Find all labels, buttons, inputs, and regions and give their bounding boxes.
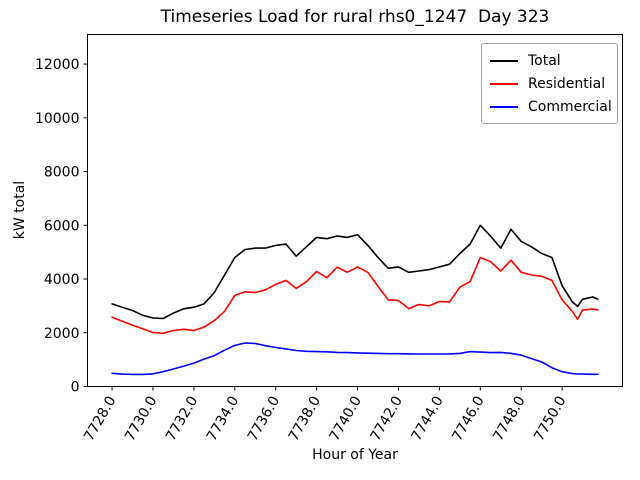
legend: Total Residential Commercial — [481, 43, 618, 124]
legend-line-commercial — [490, 105, 518, 108]
x-tick-label: 7728.0 — [81, 394, 119, 444]
y-tick-label: 8000 — [44, 165, 80, 181]
x-axis-label: Hour of Year — [312, 447, 398, 463]
legend-line-total — [490, 59, 518, 62]
legend-line-residential — [490, 82, 518, 85]
legend-item-commercial: Commercial — [490, 95, 612, 118]
x-tick-label: 7740.0 — [327, 394, 365, 444]
series-line-residential — [111, 256, 599, 335]
x-tick-label: 7730.0 — [122, 394, 160, 444]
x-tick-label: 7732.0 — [163, 394, 201, 444]
legend-item-total: Total — [490, 49, 610, 72]
legend-label-total: Total — [528, 52, 561, 69]
series-line-total — [111, 224, 599, 320]
legend-item-residential: Residential — [490, 72, 610, 95]
x-tick-label: 7750.0 — [531, 394, 569, 444]
x-tick-label: 7744.0 — [409, 394, 447, 444]
x-tick-label: 7746.0 — [449, 393, 487, 443]
legend-label-commercial: Commercial — [528, 98, 612, 115]
series-line-commercial — [111, 342, 599, 376]
y-tick-label: 12000 — [35, 57, 80, 73]
axes-spines — [87, 34, 623, 387]
x-tick-label: 7748.0 — [490, 394, 528, 444]
chart-title: Timeseries Load for rural rhs0_1247 Day … — [160, 7, 550, 27]
x-tick-label: 7742.0 — [368, 394, 406, 444]
y-tick-label: 0 — [71, 380, 80, 396]
x-tick-label: 7736.0 — [245, 394, 283, 444]
y-tick-label: 4000 — [44, 272, 80, 288]
x-tick-label: 7738.0 — [286, 394, 324, 444]
x-tick-label: 7734.0 — [204, 394, 242, 444]
y-tick-label: 10000 — [35, 111, 80, 127]
y-tick-label: 6000 — [44, 218, 80, 234]
y-tick-label: 2000 — [44, 326, 80, 342]
legend-label-residential: Residential — [528, 75, 606, 92]
